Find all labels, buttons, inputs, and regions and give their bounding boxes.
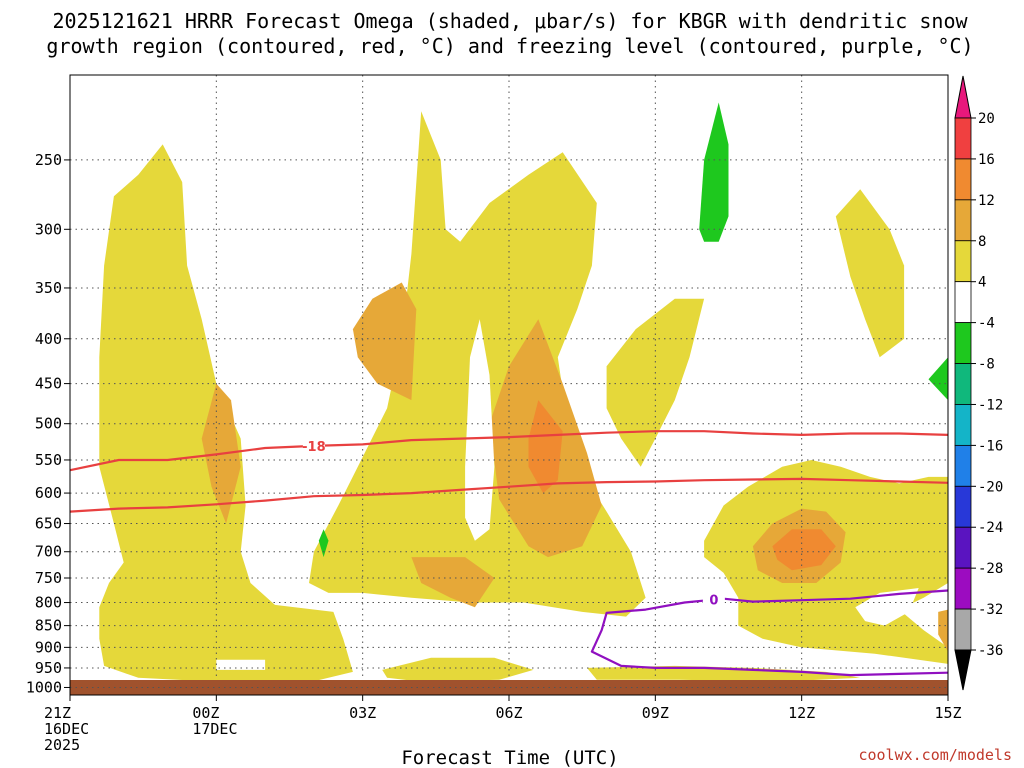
y-tick-label-800: 800 <box>35 594 62 612</box>
omega-region-0-4 <box>835 189 905 358</box>
axes: 250 300 350 400 450 500 550 600 650 700 750 800 850 9… <box>26 74 962 754</box>
colorbar-bin-12 <box>954 608 972 651</box>
colorbar-bin-11 <box>954 567 972 610</box>
plot-area <box>70 75 948 695</box>
colorbar-tick-label-7: -12 <box>978 397 1003 413</box>
x-tick-label-3-1: 17DEC <box>192 720 237 738</box>
y-tick-label-650: 650 <box>35 515 62 533</box>
omega-region-0-2 <box>606 298 705 467</box>
x-tick-label-0-2: 2025 <box>44 736 80 754</box>
y-tick-label-300: 300 <box>35 220 62 238</box>
contour-label-bg-dgz-upper <box>302 437 325 453</box>
y-tick-label-900: 900 <box>35 638 62 656</box>
y-tick-label-1000: 1000 <box>26 678 62 696</box>
colorbar-tick-label-4: 4 <box>978 275 986 291</box>
colorbar-tick-label-8: -16 <box>978 438 1003 454</box>
x-axis-label: Forecast Time (UTC) <box>401 747 618 768</box>
colorbar-bottom-arrow <box>954 649 972 691</box>
colorbar-bin-9 <box>954 485 972 528</box>
colorbar-tick-label-11: -28 <box>978 561 1003 577</box>
y-tick-label-250: 250 <box>35 151 62 169</box>
colorbar-top-arrow <box>954 75 972 119</box>
x-tick-label-15-0: 12Z <box>788 704 815 722</box>
colorbar-bin-3 <box>954 240 972 283</box>
x-tick-label-3-0: 00Z <box>192 704 219 722</box>
x-tick-label-18-0: 15Z <box>934 704 961 722</box>
credit-text: coolwx.com/models <box>858 746 1012 764</box>
colorbar-tick-label-6: -8 <box>978 357 995 373</box>
x-tick-label-6-0: 03Z <box>349 704 376 722</box>
contour-dgz-upper <box>69 430 949 472</box>
omega-region-1-3 <box>411 557 495 608</box>
colorbar-bin-8 <box>954 444 972 487</box>
omega-region-3-2 <box>928 357 948 401</box>
contour-label-freezing-level: 0 <box>709 594 718 609</box>
chart-title-line-1: 2025121621 HRRR Forecast Omega (shaded, … <box>52 9 968 33</box>
x-tick-label-0-1: 16DEC <box>44 720 89 738</box>
colorbar-bin-10 <box>954 526 972 569</box>
y-tick-label-700: 700 <box>35 543 62 561</box>
y-tick-label-750: 750 <box>35 569 62 587</box>
colorbar-tick-label-5: -4 <box>978 316 995 332</box>
colorbar-bin-1 <box>954 158 972 201</box>
x-tick-label-9-0: 06Z <box>495 704 522 722</box>
chart-title-line-2: growth region (contoured, red, °C) and f… <box>46 34 973 58</box>
x-tick-label-0-0: 21Z <box>44 704 71 722</box>
colorbar-bin-5 <box>954 322 972 364</box>
omega-region-3-0 <box>699 102 729 242</box>
y-tick-label-500: 500 <box>35 415 62 433</box>
omega-neutral-pocket-1 <box>216 659 266 670</box>
y-tick-label-400: 400 <box>35 330 62 348</box>
contour-label-bg-freezing-level <box>702 591 725 607</box>
omega-neutral-pocket-0 <box>465 319 495 541</box>
colorbar-tick-label-13: -36 <box>978 643 1003 659</box>
colorbar-tick-label-0: 20 <box>978 111 995 127</box>
colorbar-bin-6 <box>954 363 972 405</box>
colorbar-tick-label-3: 8 <box>978 234 986 250</box>
omega-region-1-5 <box>938 609 948 652</box>
contour-label-dgz-upper: -18 <box>302 440 326 455</box>
colorbar-bin-0 <box>954 117 972 160</box>
omega-region-1-1 <box>352 282 417 401</box>
omega-region-3-1 <box>318 529 329 558</box>
x-tick-label-12-0: 09Z <box>642 704 669 722</box>
ground-strip <box>70 680 948 695</box>
colorbar-bin-2 <box>954 199 972 242</box>
colorbar-tick-label-1: 16 <box>978 152 995 168</box>
colorbar-bin-7 <box>954 404 972 446</box>
colorbar-tick-label-2: 12 <box>978 193 995 209</box>
colorbar-tick-label-12: -32 <box>978 602 1003 618</box>
colorbar-tick-label-10: -24 <box>978 520 1003 536</box>
omega-colorbar: 20 16 12 8 4 -4 -8 -12 -16 -20 -24 -28 -32 -36 <box>954 75 1003 691</box>
omega-region-2-1 <box>772 529 836 571</box>
y-tick-label-550: 550 <box>35 451 62 469</box>
y-tick-label-450: 450 <box>35 375 62 393</box>
y-tick-label-350: 350 <box>35 279 62 297</box>
omega-neutral-pocket-2 <box>855 588 919 626</box>
contour-dgz-lower <box>69 477 949 513</box>
contour-freezing-level <box>590 589 949 677</box>
y-tick-label-600: 600 <box>35 484 62 502</box>
colorbar-tick-label-9: -20 <box>978 479 1003 495</box>
contour-lines: -18 0 <box>69 430 949 677</box>
y-tick-label-950: 950 <box>35 659 62 677</box>
y-tick-label-850: 850 <box>35 617 62 635</box>
omega-region-0-5 <box>382 657 534 682</box>
colorbar-bin-4 <box>954 281 972 324</box>
